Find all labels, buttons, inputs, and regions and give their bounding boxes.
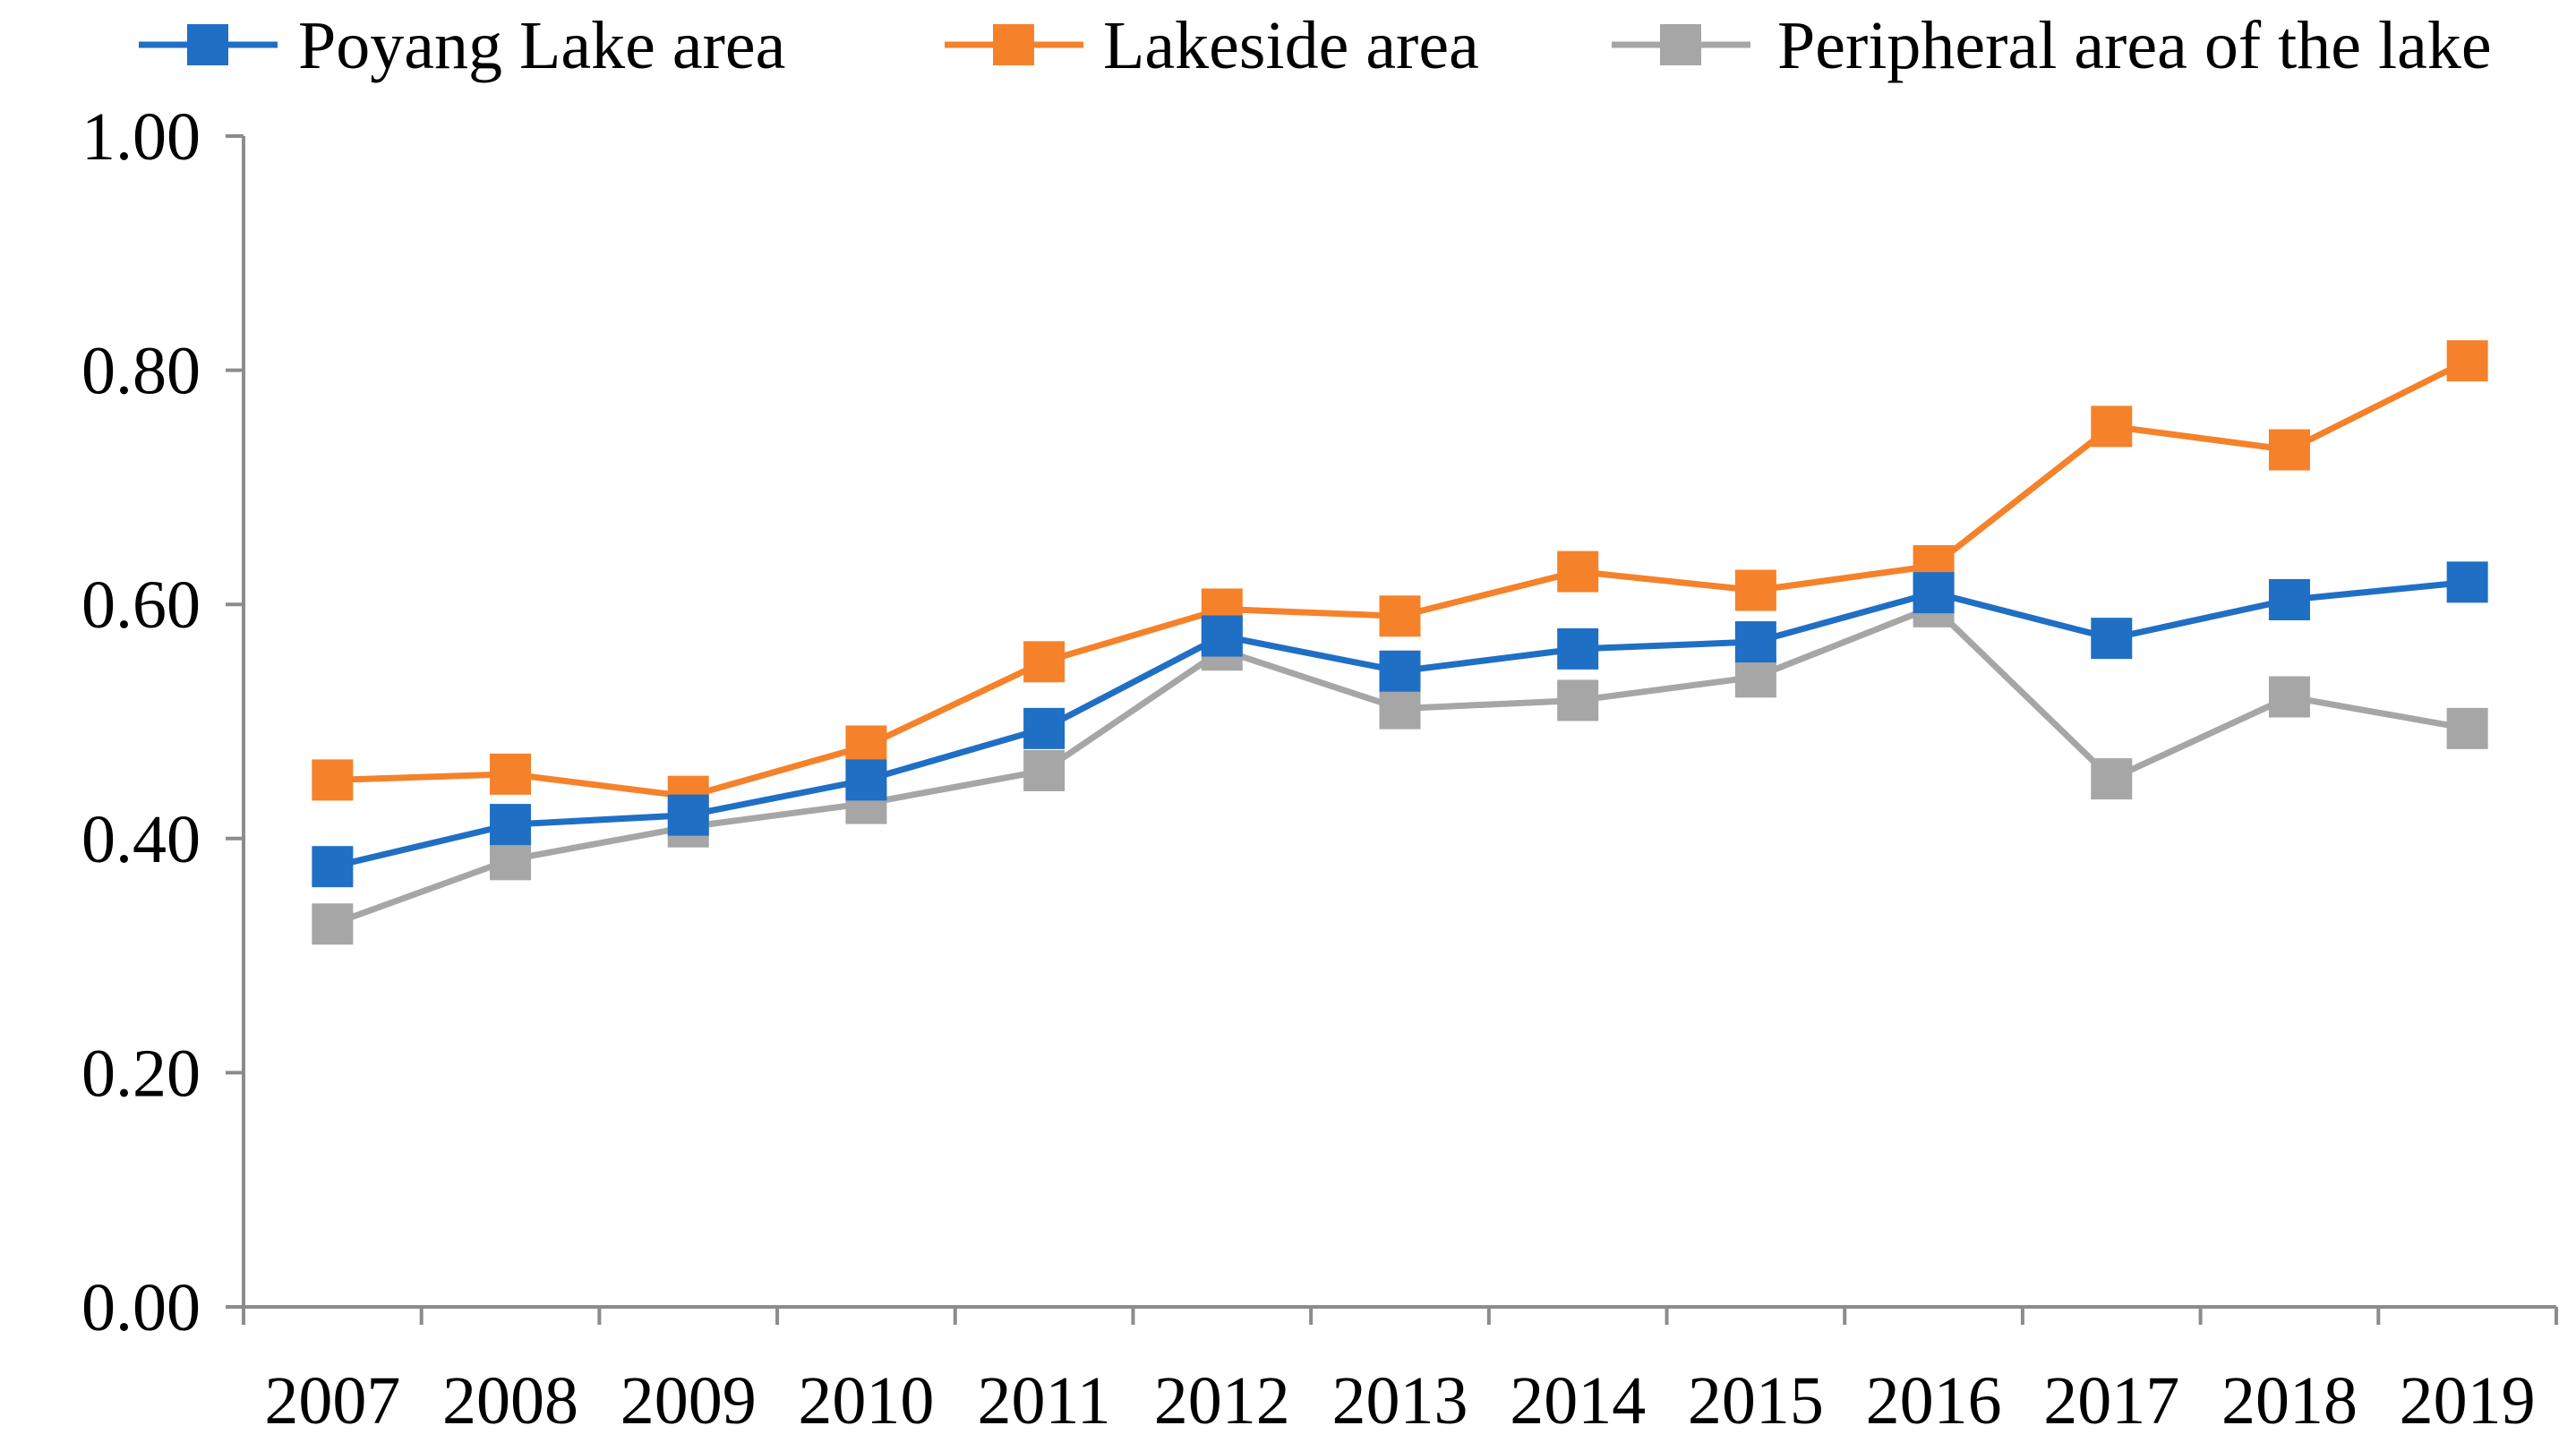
data-point	[1379, 650, 1421, 692]
y-tick-label: 0.00	[81, 1270, 201, 1345]
chart-series-layer	[312, 340, 2488, 945]
data-point	[490, 839, 532, 881]
y-tick-label: 0.60	[81, 568, 201, 643]
legend-label: Poyang Lake area	[298, 8, 785, 83]
x-tick-label: 2010	[798, 1363, 934, 1438]
data-point	[1201, 615, 1243, 657]
data-point	[1557, 679, 1599, 721]
data-point	[2091, 405, 2133, 448]
x-tick-label: 2019	[2400, 1363, 2536, 1438]
data-point	[312, 903, 354, 945]
x-tick-label: 2018	[2221, 1363, 2358, 1438]
y-tick-label: 0.20	[81, 1036, 201, 1111]
series-poyang-lake-area	[312, 561, 2488, 888]
legend-label: Peripheral area of the lake	[1777, 8, 2492, 83]
data-point	[2446, 707, 2488, 749]
data-point	[2091, 758, 2133, 800]
x-tick-label: 2014	[1510, 1363, 1646, 1438]
x-tick-label: 2012	[1154, 1363, 1290, 1438]
data-point	[1734, 621, 1776, 663]
legend-marker	[993, 24, 1034, 65]
data-point	[1023, 749, 1065, 791]
y-tick-label: 0.80	[81, 334, 201, 409]
legend-item: Peripheral area of the lake	[1612, 8, 2492, 83]
legend-marker	[187, 24, 228, 65]
data-point	[1557, 627, 1599, 670]
x-tick-label: 2017	[2043, 1363, 2179, 1438]
x-tick-label: 2009	[620, 1363, 757, 1438]
x-tick-label: 2007	[264, 1363, 400, 1438]
data-point	[1734, 656, 1776, 698]
chart-axes: 0.00 0.20 0.40 0.60 0.80 1.00 2007 2008 2009 2010…	[81, 99, 2558, 1438]
data-point	[2446, 561, 2488, 603]
data-point	[1913, 572, 1955, 614]
data-point	[1379, 595, 1421, 637]
x-tick-label: 2015	[1688, 1363, 1824, 1438]
series-line	[332, 358, 2469, 800]
series-lakeside-area	[312, 340, 2488, 817]
legend-marker	[1660, 24, 1701, 65]
series-peripheral-area-of-the-lake	[312, 585, 2488, 945]
y-tick-label: 1.00	[81, 99, 201, 175]
data-point	[490, 753, 532, 795]
data-point	[312, 846, 354, 888]
legend-item: Lakeside area	[945, 8, 1479, 83]
x-tick-label: 2011	[978, 1363, 1111, 1438]
data-point	[667, 794, 709, 836]
legend-label: Lakeside area	[1103, 8, 1479, 83]
data-point	[1557, 551, 1599, 593]
data-point	[1379, 687, 1421, 730]
legend-item: Poyang Lake area	[139, 8, 785, 83]
data-point	[2446, 340, 2488, 382]
y-tick-label: 0.40	[81, 802, 201, 877]
data-point	[2268, 676, 2310, 718]
data-point	[845, 759, 887, 801]
data-point	[2268, 429, 2310, 471]
data-point	[2268, 578, 2310, 620]
data-point	[2091, 618, 2133, 660]
data-point	[1734, 569, 1776, 611]
x-tick-label: 2013	[1332, 1363, 1468, 1438]
x-tick-label: 2016	[1866, 1363, 2002, 1438]
chart-legend: Poyang Lake area Lakeside area Peripheral …	[139, 8, 2492, 83]
data-point	[1023, 641, 1065, 683]
x-tick-label: 2008	[442, 1363, 578, 1438]
data-point	[312, 759, 354, 801]
data-point	[1023, 707, 1065, 749]
data-point	[490, 804, 532, 846]
